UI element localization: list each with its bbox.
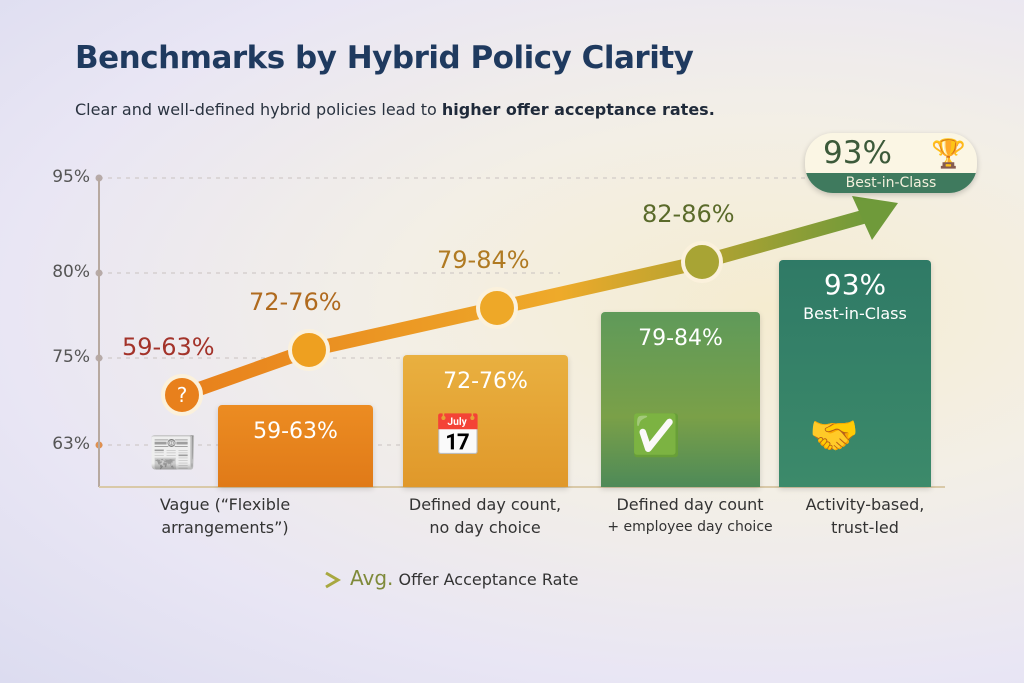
y-tick-label: 75% <box>52 347 90 367</box>
line-point <box>161 374 203 416</box>
y-tick-label: 63% <box>52 434 90 454</box>
line-point-label: 72-76% <box>249 288 342 316</box>
bar-value-label: 59-63% <box>253 419 338 444</box>
question-icon: ? <box>177 383 188 407</box>
badge-label: Best-in-Class <box>805 173 977 193</box>
handshake-icon: 🤝 <box>809 413 859 459</box>
calendar-checklist-icon: ✅ <box>631 413 681 459</box>
subtitle-emphasis: higher offer acceptance rates. <box>441 100 715 119</box>
chart-title: Benchmarks by Hybrid Policy Clarity <box>75 40 694 76</box>
calendar-icon: 📅 <box>433 413 483 459</box>
category-label: Defined day count, no day choice <box>400 493 570 539</box>
category-label-line: trust-led <box>831 518 899 537</box>
legend: Avg. Offer Acceptance Rate <box>350 566 579 590</box>
subtitle-text: Clear and well-defined hybrid policies l… <box>75 100 442 119</box>
line-point-label: 79-84% <box>437 246 530 274</box>
category-label-line: no day choice <box>429 518 541 537</box>
bar-value-label: 79-84% <box>638 326 723 351</box>
category-label-line: + employee day choice <box>607 519 773 535</box>
y-tick-label: 95% <box>52 167 90 187</box>
line-point-label: 82-86% <box>642 200 735 228</box>
bar: 79-84% ✅ <box>601 312 760 487</box>
category-label-line: Activity-based, <box>805 495 925 514</box>
y-tick-label: 80% <box>52 262 90 282</box>
legend-label: Offer Acceptance Rate <box>398 570 579 589</box>
chart-subtitle: Clear and well-defined hybrid policies l… <box>75 100 715 119</box>
category-label: Vague (“Flexible arrangements”) <box>140 493 310 539</box>
category-label-line: Vague (“Flexible <box>159 495 291 514</box>
badge-value: 93% <box>823 135 892 171</box>
line-point-label: 59-63% <box>122 333 215 361</box>
bar-sublabel: Best-in-Class <box>803 304 907 323</box>
category-label-line: Defined day count, <box>408 495 562 514</box>
line-point <box>681 241 723 283</box>
category-label-line: Defined day count <box>616 495 764 514</box>
category-label-line: arrangements”) <box>161 518 289 537</box>
trend-arrowhead <box>852 196 898 240</box>
best-in-class-badge: 93% 🏆 Best-in-Class <box>805 133 977 193</box>
question-documents-icon: 📰 <box>148 430 198 476</box>
line-point <box>476 287 518 329</box>
legend-prefix: Avg. <box>350 566 394 590</box>
line-point <box>288 329 330 371</box>
trophy-icon: 🏆 <box>931 137 966 170</box>
bar-value-label: 72-76% <box>443 369 528 394</box>
category-label: Defined day count + employee day choice <box>605 493 775 539</box>
bar: 72-76% 📅 <box>403 355 568 487</box>
bar: 93% Best-in-Class 🤝 <box>779 260 931 487</box>
bar-value-label: 93% <box>823 268 887 301</box>
legend-arrow <box>140 571 341 589</box>
bar: 59-63% 📰 <box>148 405 373 487</box>
category-label: Activity-based, trust-led <box>780 493 950 539</box>
